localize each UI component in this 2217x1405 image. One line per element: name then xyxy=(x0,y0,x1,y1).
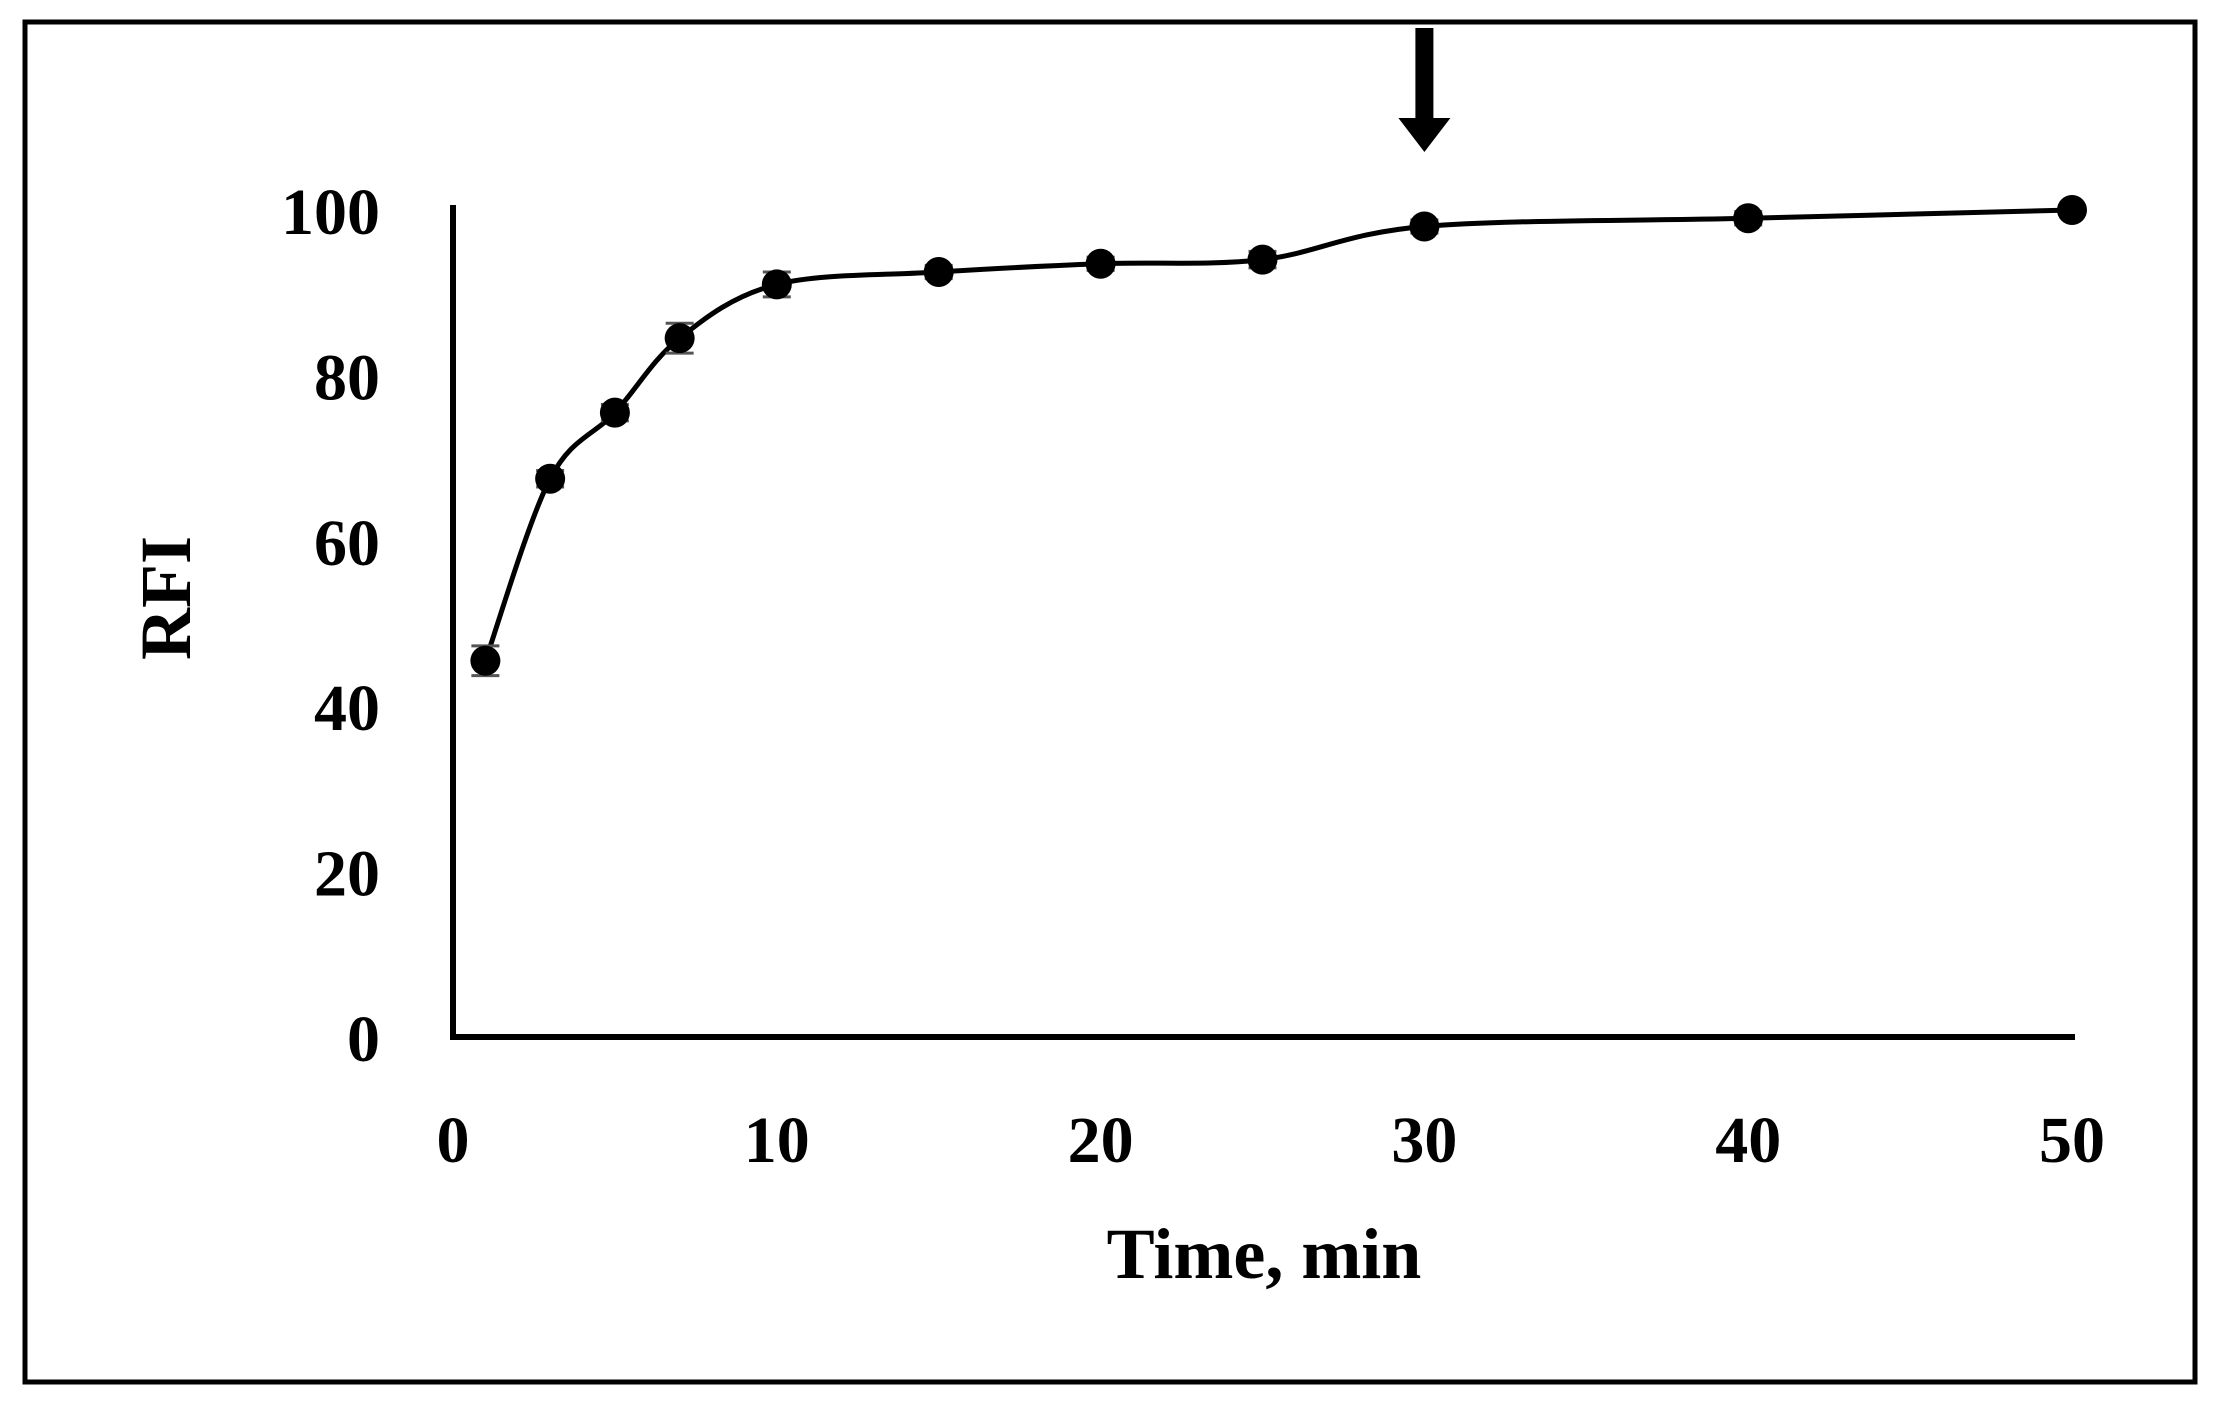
x-tick-labels: 0 10 20 30 40 50 xyxy=(437,1104,2106,1177)
data-point xyxy=(599,397,630,428)
x-tick-label: 10 xyxy=(744,1104,810,1177)
data-point xyxy=(470,645,501,676)
data-point xyxy=(1409,211,1440,242)
y-tick-label: 80 xyxy=(314,341,380,414)
annotation-layer xyxy=(1398,28,1451,152)
data-point xyxy=(2057,195,2087,225)
chart-frame xyxy=(22,19,2198,1385)
data-point xyxy=(1247,244,1278,275)
y-tick-label: 0 xyxy=(347,1003,380,1076)
data-point xyxy=(664,323,695,354)
y-tick-label: 20 xyxy=(314,838,380,911)
data-point xyxy=(1085,248,1116,279)
x-tick-label: 20 xyxy=(1068,1104,1134,1177)
data-point xyxy=(761,269,792,300)
series-layer xyxy=(470,195,2087,678)
x-axis-title: Time, min xyxy=(1107,1214,1422,1294)
series-line xyxy=(482,207,2075,664)
x-tick-label: 40 xyxy=(1715,1104,1781,1177)
y-tick-label: 100 xyxy=(281,176,380,249)
y-tick-label: 60 xyxy=(314,507,380,580)
x-tick-label: 50 xyxy=(2039,1104,2105,1177)
data-point xyxy=(923,257,954,288)
data-point xyxy=(1733,203,1764,234)
data-point xyxy=(535,463,566,494)
y-tick-label: 40 xyxy=(314,672,380,745)
arrow-down-icon xyxy=(1398,28,1451,152)
y-axis-title: RFI xyxy=(126,536,206,660)
x-tick-label: 0 xyxy=(437,1104,470,1177)
x-tick-label: 30 xyxy=(1391,1104,1457,1177)
y-tick-labels: 0 20 40 60 80 100 xyxy=(281,176,380,1076)
